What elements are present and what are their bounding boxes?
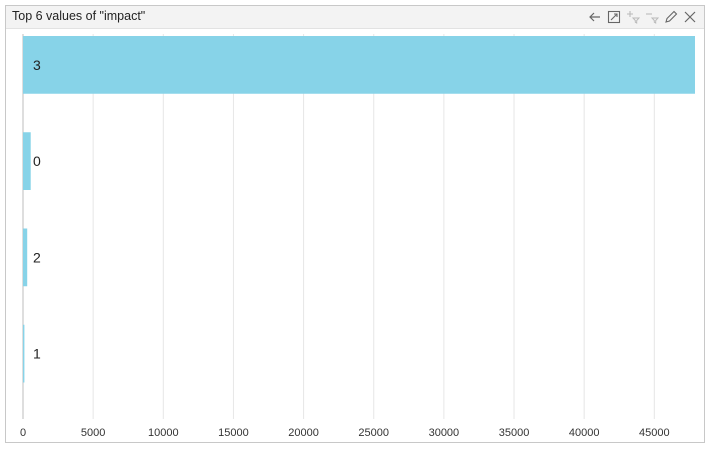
bar-label-1: 1 (33, 346, 41, 362)
chart-panel: Top 6 values of "impact" 3 0 2 1 0 5000 10000 1… (5, 5, 705, 443)
bar-1 (23, 324, 25, 383)
close-icon[interactable] (682, 9, 698, 25)
filter-include-icon (625, 9, 641, 25)
x-tick-label-0: 0 (20, 427, 26, 439)
bar-0 (23, 132, 31, 190)
panel-toolbar (587, 9, 698, 25)
bar-label-3: 3 (33, 57, 41, 73)
edit-pencil-icon[interactable] (663, 9, 679, 25)
x-tick-label-7: 35000 (499, 427, 530, 439)
filter-exclude-icon (644, 9, 660, 25)
bar-chart: 3 0 2 1 0 5000 10000 15000 20000 25000 30000 35000 4… (20, 34, 695, 439)
x-tick-label-6: 30000 (429, 427, 460, 439)
bar-3 (23, 36, 695, 94)
x-tick-label-1: 5000 (81, 427, 105, 439)
panel-header: Top 6 values of "impact" (6, 6, 704, 29)
bar-label-2: 2 (33, 249, 41, 265)
x-tick-label-2: 10000 (148, 427, 179, 439)
bar-2 (23, 228, 28, 287)
chart-area: 3 0 2 1 0 5000 10000 15000 20000 25000 30000 35000 4… (6, 29, 706, 442)
bar-label-0: 0 (33, 153, 41, 169)
x-tick-label-8: 40000 (569, 427, 600, 439)
x-tick-label-4: 20000 (288, 427, 319, 439)
x-tick-label-5: 25000 (358, 427, 389, 439)
back-arrow-icon[interactable] (587, 9, 603, 25)
panel-title: Top 6 values of "impact" (12, 9, 146, 23)
x-tick-label-3: 15000 (218, 427, 249, 439)
expand-icon[interactable] (606, 9, 622, 25)
x-tick-label-9: 45000 (639, 427, 670, 439)
